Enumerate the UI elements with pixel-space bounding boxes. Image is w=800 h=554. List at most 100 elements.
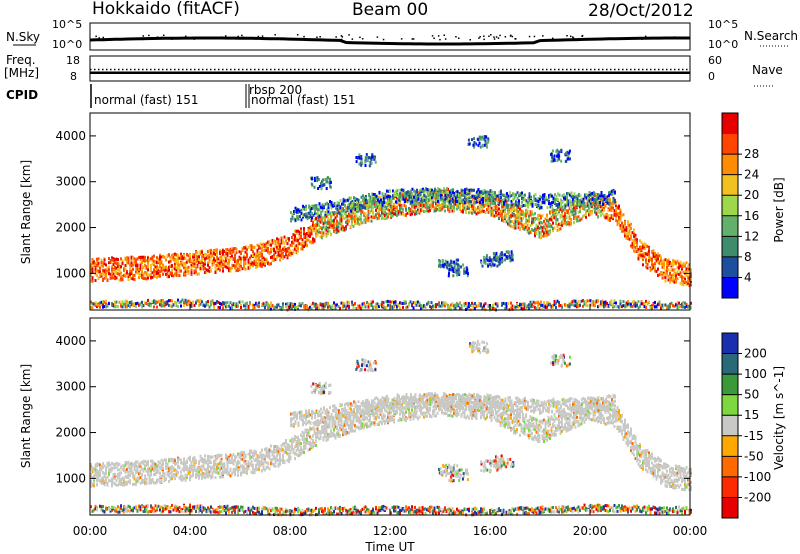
echo-cell — [651, 258, 653, 262]
echo-cell — [666, 262, 668, 266]
echo-cell — [640, 255, 643, 259]
echo-cell — [336, 230, 338, 234]
noise-dot — [95, 35, 97, 38]
echo-cell — [663, 271, 665, 275]
echo-cell — [214, 259, 217, 263]
echo-cell — [274, 305, 277, 309]
echo-cell — [306, 232, 308, 235]
echo-cell — [565, 209, 568, 213]
echo-cell — [582, 203, 585, 207]
echo-cell — [654, 254, 656, 258]
echo-cell — [360, 214, 362, 218]
echo-cell — [244, 246, 247, 250]
echo-cell — [389, 189, 391, 192]
echo-cell — [349, 214, 352, 218]
noise-dot — [641, 38, 643, 40]
echo-cell — [211, 263, 214, 267]
echo-cell — [362, 205, 364, 209]
echo-cell — [513, 213, 515, 217]
echo-cell — [570, 192, 573, 196]
echo-cell — [682, 283, 685, 287]
echo-cell — [289, 249, 292, 253]
echo-cell — [513, 205, 515, 208]
echo-cell — [225, 259, 227, 263]
echo-cell — [298, 235, 301, 239]
echo-cell — [485, 193, 487, 197]
echo-cell — [482, 199, 484, 203]
echo-cell — [651, 250, 653, 253]
echo-cell — [356, 200, 358, 204]
echo-cell — [189, 257, 191, 261]
echo-cell — [127, 304, 130, 307]
echo-cell — [459, 301, 461, 305]
echo-cell — [314, 211, 316, 215]
echo-cell — [342, 301, 344, 305]
echo-cell — [243, 304, 245, 308]
echo-cell — [589, 212, 592, 216]
echo-cell — [282, 253, 284, 257]
echo-cell — [102, 272, 104, 276]
echo-cell — [579, 194, 582, 198]
echo-cell — [337, 221, 340, 225]
echo-cell — [393, 191, 396, 195]
echo-cell — [102, 278, 104, 282]
echo-cell — [545, 196, 547, 200]
echo-cell — [483, 306, 485, 310]
echo-cell — [396, 206, 398, 209]
echo-cell — [619, 208, 622, 212]
echo-cell — [611, 191, 613, 195]
echo-cell — [452, 188, 454, 192]
echo-cell — [318, 218, 320, 222]
noise-right-tick-top: 10^5 — [708, 18, 738, 31]
echo-cell — [615, 214, 617, 218]
echo-cell — [478, 302, 481, 306]
echo-cell — [540, 215, 542, 219]
echo-cell — [264, 258, 266, 262]
echo-cell — [495, 207, 497, 211]
echo-cell — [324, 216, 326, 220]
echo-cell — [148, 304, 151, 308]
echo-cell — [532, 217, 535, 221]
echo-cell — [154, 265, 157, 269]
echo-cell — [325, 228, 328, 232]
noise-dot — [193, 38, 196, 40]
echo-cell — [138, 268, 140, 271]
echo-cell — [207, 268, 209, 272]
echo-cell — [336, 208, 339, 211]
echo-cell — [372, 197, 375, 201]
echo-cell — [293, 217, 295, 221]
echo-cell — [356, 198, 358, 201]
echo-cell — [292, 305, 295, 308]
echo-cell — [374, 205, 376, 209]
echo-cell — [240, 306, 242, 309]
echo-cell — [627, 235, 629, 239]
echo-cell — [217, 300, 220, 304]
echo-cell — [205, 256, 208, 260]
echo-cell — [121, 259, 124, 263]
echo-cell — [102, 300, 104, 304]
echo-cell — [508, 223, 511, 227]
echo-cell — [126, 305, 128, 309]
echo-cell — [507, 209, 509, 213]
echo-cell — [169, 304, 172, 308]
echo-cell — [640, 241, 643, 245]
echo-cell — [94, 301, 97, 305]
echo-cell — [156, 261, 158, 265]
echo-cell — [142, 255, 145, 259]
echo-cell — [334, 306, 337, 310]
echo-cell — [241, 256, 244, 260]
echo-cell — [321, 203, 324, 207]
echo-cell — [579, 210, 581, 214]
noise-dot — [528, 35, 531, 38]
echo-cell — [410, 194, 412, 197]
echo-cell — [573, 221, 575, 225]
echo-cell — [669, 277, 671, 281]
echo-cell — [295, 231, 298, 235]
echo-cell — [183, 304, 185, 307]
echo-cell — [527, 201, 529, 205]
echo-cell — [372, 192, 375, 196]
echo-cell — [261, 257, 263, 260]
echo-cell — [449, 199, 451, 203]
echo-cell — [584, 204, 586, 208]
echo-cell — [634, 233, 637, 237]
